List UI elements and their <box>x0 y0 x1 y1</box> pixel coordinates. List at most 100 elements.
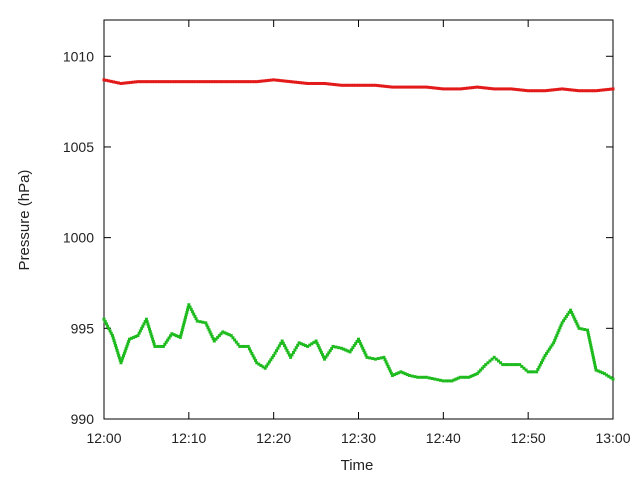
series-2-point <box>181 325 185 329</box>
series-2-point <box>358 339 362 343</box>
series-1-point <box>206 80 210 84</box>
series-1-point <box>512 87 516 91</box>
series-2-point <box>210 334 214 338</box>
series-1-point <box>121 81 125 85</box>
series-1-point <box>160 80 164 84</box>
series-2-point <box>591 356 595 360</box>
series-2-point <box>284 346 288 350</box>
series-2-point <box>541 358 545 362</box>
series-2-point <box>482 364 486 368</box>
series-1-point <box>596 88 600 92</box>
series-2-point <box>274 349 278 353</box>
series-2-point <box>558 326 562 330</box>
series-2-point <box>261 365 265 369</box>
series-2-point <box>150 335 154 339</box>
series-2-point <box>382 355 386 359</box>
series-2-point <box>555 333 559 337</box>
series-2-point <box>164 340 168 344</box>
series-2-point <box>113 341 117 345</box>
series-2-point <box>383 358 387 362</box>
series-1-point <box>446 87 450 91</box>
series-2-point <box>456 376 460 380</box>
series-1-point <box>291 80 295 84</box>
series-1-point <box>480 86 484 90</box>
series-1-point <box>548 88 552 92</box>
series-1-point <box>107 79 111 83</box>
series-1-point <box>383 84 387 88</box>
series-2-point <box>176 334 180 338</box>
series-2-point <box>594 368 598 372</box>
series-2-point <box>340 346 344 350</box>
series-1-point <box>388 85 392 89</box>
y-tick-label: 1010 <box>63 48 94 64</box>
series-1-point <box>204 80 208 84</box>
series-2-point <box>186 305 190 309</box>
series-2-point <box>312 340 316 344</box>
series-2-point <box>145 320 149 324</box>
series-2-point <box>475 372 479 376</box>
series-1-point <box>313 81 317 85</box>
series-1-point <box>560 87 564 91</box>
series-2-point <box>590 351 594 355</box>
series-2-point <box>607 374 611 378</box>
series-2-point <box>107 327 111 331</box>
series-2-point <box>346 349 350 353</box>
series-2-point <box>134 334 138 338</box>
series-2-point <box>204 321 208 325</box>
series-2-point <box>163 342 167 346</box>
series-1-point <box>492 87 496 91</box>
series-2-point <box>385 362 389 366</box>
series-2-point <box>506 363 510 367</box>
series-1-point <box>301 81 305 85</box>
series-1-point <box>398 85 402 89</box>
series-2-point <box>109 331 113 335</box>
series-2-point <box>361 346 365 350</box>
series-2-point <box>187 303 191 307</box>
series-1-point <box>310 81 314 85</box>
series-1-point <box>504 87 508 91</box>
series-2-point <box>148 330 152 334</box>
series-1-point <box>531 89 535 93</box>
series-2-point <box>188 305 192 309</box>
series-2-point <box>184 313 188 317</box>
series-2-point <box>253 358 257 362</box>
series-1-point <box>565 87 569 91</box>
series-1-point <box>359 83 363 87</box>
series-2-point <box>111 336 115 340</box>
series-1-point <box>318 81 322 85</box>
series-2-point <box>593 363 597 367</box>
series-1-point <box>444 87 448 91</box>
series-2-point <box>172 333 176 337</box>
series-1-point <box>543 89 547 93</box>
series-2-point <box>357 337 360 341</box>
series-1-point <box>250 80 254 84</box>
series-1-point <box>308 81 312 85</box>
x-tick-label: 12:20 <box>256 430 291 446</box>
series-1-point <box>306 81 310 85</box>
series-1-point <box>269 78 273 82</box>
y-tick-label: 995 <box>71 320 95 336</box>
series-1-point <box>412 85 416 89</box>
series-2-point <box>225 332 229 336</box>
series-2-point <box>102 317 106 321</box>
series-2-point <box>318 348 322 352</box>
series-1-point <box>432 86 436 90</box>
series-2-point <box>351 346 355 350</box>
series-2-point <box>573 317 577 321</box>
series-2-point <box>439 378 443 382</box>
series-2-point <box>182 323 186 327</box>
y-tick-label: 990 <box>71 411 95 427</box>
series-1-point <box>255 80 259 84</box>
series-2-point <box>574 320 578 324</box>
series-2-point <box>180 330 184 334</box>
series-2-point <box>316 344 320 348</box>
series-2-point <box>373 357 377 361</box>
series-1-point <box>230 80 234 84</box>
series-2-point <box>116 351 120 355</box>
series-1-point <box>177 80 181 84</box>
series-2-point <box>241 344 245 348</box>
series-2-point <box>147 325 151 329</box>
series-2-point <box>486 361 490 365</box>
series-2-point <box>193 314 197 318</box>
series-1-point <box>325 82 329 86</box>
